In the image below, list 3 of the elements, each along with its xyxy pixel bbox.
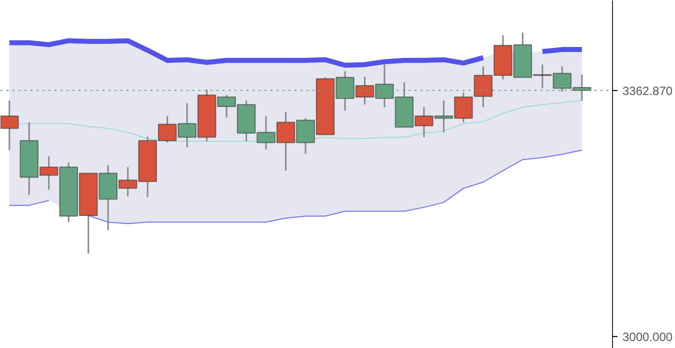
text: 3362.870 <box>622 84 673 98</box>
text: 3000.000 <box>622 330 673 344</box>
candlestick <box>0 100 19 151</box>
